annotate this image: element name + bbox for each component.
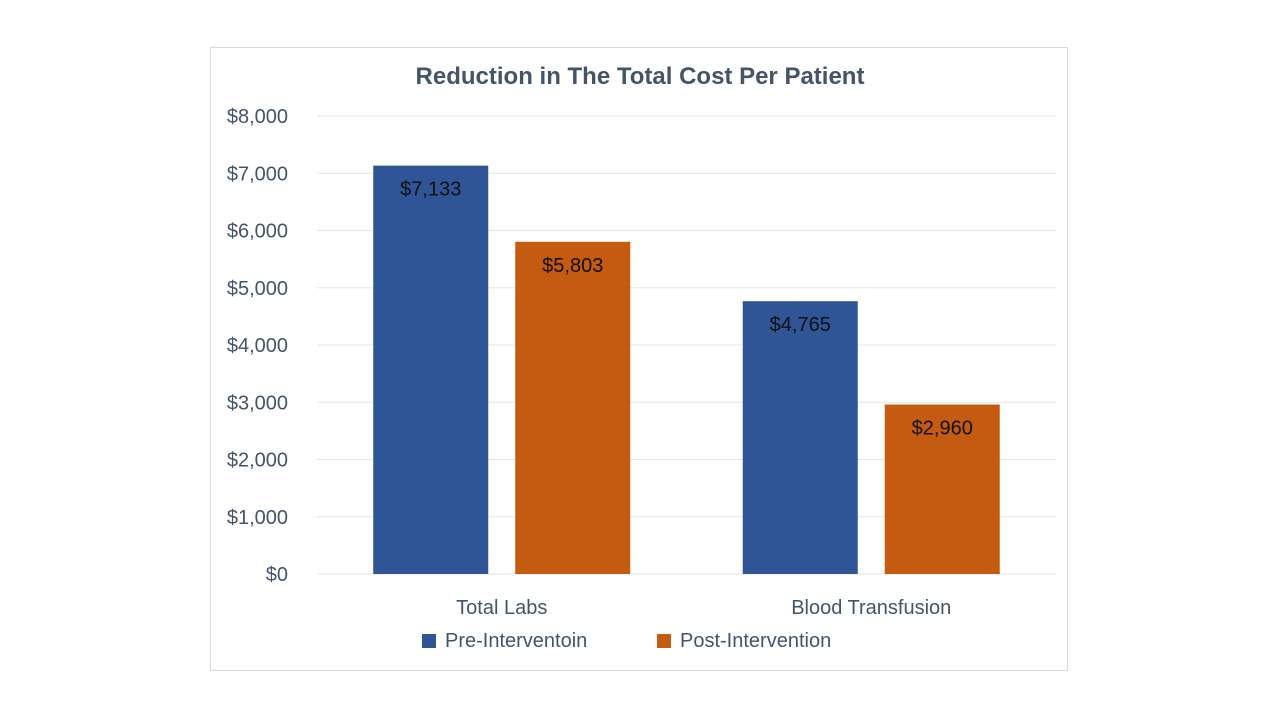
data-labels: $7,133 $5,803 $4,765 $2,960 bbox=[400, 179, 973, 440]
data-label: $4,765 bbox=[770, 314, 831, 336]
legend-label: Pre-Interventoin bbox=[445, 630, 587, 652]
x-category-label: Total Labs bbox=[456, 597, 547, 619]
legend: Pre-Interventoin Post-Intervention bbox=[422, 630, 831, 652]
y-tick-label: $1,000 bbox=[227, 507, 288, 529]
y-tick-label: $3,000 bbox=[227, 392, 288, 414]
x-category-label: Blood Transfusion bbox=[791, 597, 951, 619]
bar-chart: Reduction in The Total Cost Per Patient … bbox=[227, 63, 1056, 652]
y-tick-label: $5,000 bbox=[227, 278, 288, 300]
bar-pre-1 bbox=[742, 301, 858, 574]
y-tick-label: $0 bbox=[266, 564, 288, 586]
x-axis-categories: Total Labs Blood Transfusion bbox=[456, 597, 951, 619]
data-label: $5,803 bbox=[542, 255, 603, 277]
data-label: $7,133 bbox=[400, 179, 461, 201]
y-tick-label: $2,000 bbox=[227, 450, 288, 472]
bar-post-1 bbox=[884, 404, 1000, 574]
bars bbox=[373, 165, 1000, 574]
chart-area: Reduction in The Total Cost Per Patient … bbox=[210, 47, 1068, 671]
y-tick-label: $6,000 bbox=[227, 221, 288, 243]
bar-pre-0 bbox=[373, 165, 489, 574]
legend-swatch bbox=[657, 634, 671, 648]
bar-post-0 bbox=[515, 241, 631, 574]
y-tick-label: $8,000 bbox=[227, 106, 288, 128]
legend-label: Post-Intervention bbox=[680, 630, 831, 652]
chart-title: Reduction in The Total Cost Per Patient bbox=[416, 63, 865, 90]
y-axis-ticks: $0 $1,000 $2,000 $3,000 $4,000 $5,000 $6,000 $7… bbox=[227, 106, 288, 586]
data-label: $2,960 bbox=[912, 418, 973, 440]
y-tick-label: $4,000 bbox=[227, 335, 288, 357]
legend-swatch bbox=[422, 634, 436, 648]
y-tick-label: $7,000 bbox=[227, 163, 288, 185]
